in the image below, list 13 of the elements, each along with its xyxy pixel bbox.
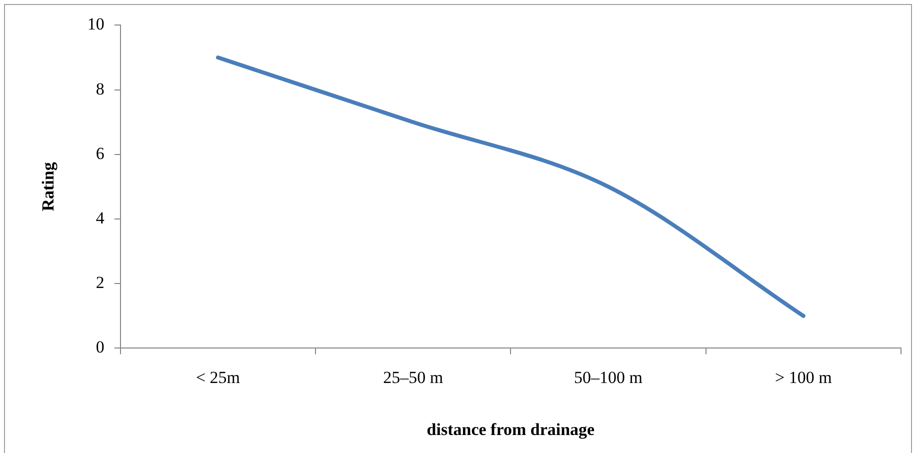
x-tick-label: > 100 m xyxy=(775,368,832,387)
y-axis-title: Rating xyxy=(38,162,58,212)
y-tick-label: 0 xyxy=(96,338,104,357)
x-tick-label: 50–100 m xyxy=(574,368,643,387)
line-series xyxy=(216,56,806,318)
x-axis-title: distance from drainage xyxy=(426,420,596,440)
y-tick-label: 4 xyxy=(96,208,105,228)
x-tick-label: 25–50 m xyxy=(383,368,444,387)
y-tick-label: 6 xyxy=(96,144,104,163)
y-tick-label: 8 xyxy=(96,79,104,98)
y-tick-label: 10 xyxy=(87,14,104,34)
y-tick-label: 2 xyxy=(96,273,104,292)
x-tick-label: < 25m xyxy=(196,368,240,387)
